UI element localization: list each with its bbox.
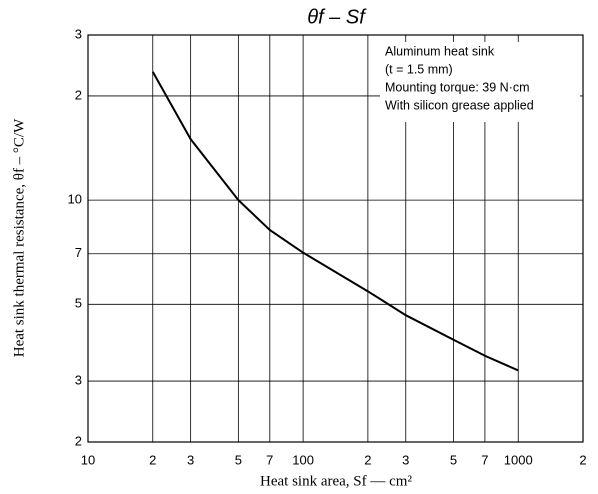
annotation: (t = 1.5 mm) (385, 62, 453, 76)
x-tick-label: 2 (149, 452, 156, 467)
y-tick-label: 3 (75, 26, 82, 41)
plot-frame (87, 34, 584, 443)
y-tick-label: 7 (75, 245, 82, 260)
y-axis-label: Heat sink thermal resistance, θf – °C/W (11, 118, 27, 357)
x-tick-label: 2 (364, 452, 371, 467)
x-tick-label: 2 (579, 452, 586, 467)
x-tick-label: 10 (81, 452, 95, 467)
curve (151, 71, 519, 372)
chart-title: θf – Sf (307, 6, 367, 28)
x-tick-label: 3 (402, 452, 409, 467)
y-tick-label: 2 (75, 87, 82, 102)
y-tick-label: 3 (75, 372, 82, 387)
y-tick-label: 2 (75, 433, 82, 448)
annotation: Aluminum heat sink (385, 44, 495, 58)
annotation: With silicon grease applied (385, 98, 534, 112)
y-tick-label: 10 (68, 192, 82, 207)
x-tick-label: 5 (450, 452, 457, 467)
x-tick-label: 5 (235, 452, 242, 467)
x-tick-label: 100 (292, 452, 314, 467)
x-tick-label: 7 (481, 452, 488, 467)
x-tick-label: 1000 (504, 452, 533, 467)
x-tick-label: 7 (266, 452, 273, 467)
x-tick-label: 3 (187, 452, 194, 467)
y-tick-label: 5 (75, 296, 82, 311)
annotation-background (380, 42, 580, 122)
annotation: Mounting torque: 39 N·cm (385, 80, 530, 94)
x-axis-label: Heat sink area, Sf — cm² (260, 473, 412, 489)
